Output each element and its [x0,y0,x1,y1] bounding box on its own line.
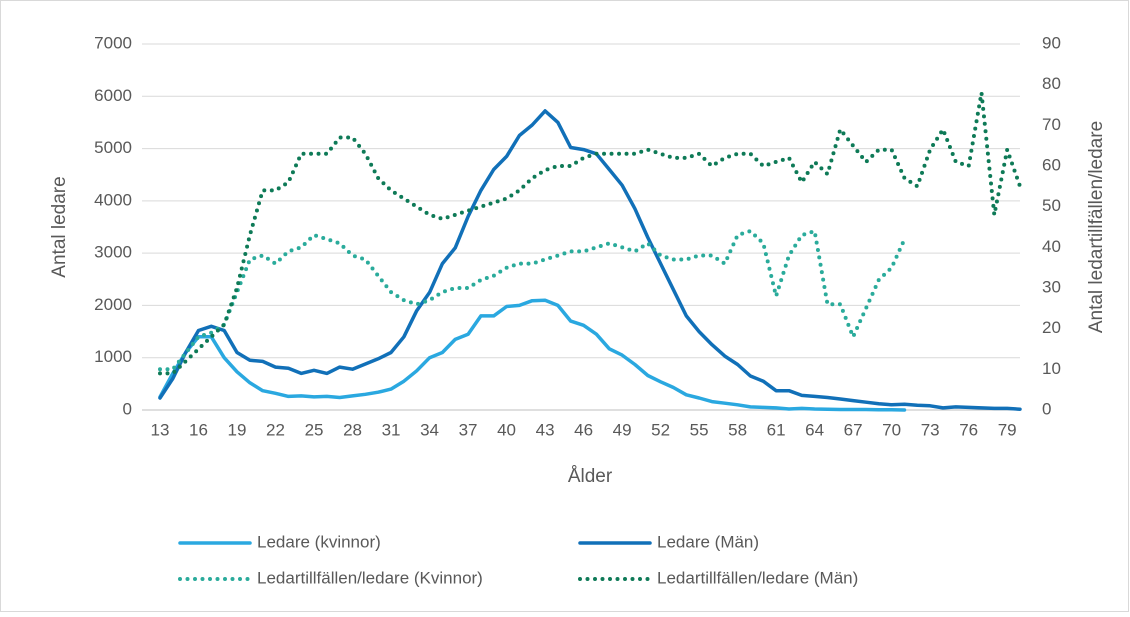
x-tick-label: 25 [305,420,324,439]
x-tick-label: 37 [459,420,478,439]
x-tick-label: 31 [382,420,401,439]
x-tick-label: 58 [728,420,747,439]
x-tick-label: 49 [613,420,632,439]
x-tick-label: 28 [343,420,362,439]
y2-tick-label: 60 [1042,155,1061,174]
x-tick-label: 67 [844,420,863,439]
legend-label: Ledartillfällen/ledare (Män) [657,568,858,587]
x-tick-label: 76 [959,420,978,439]
y-tick-label: 4000 [94,190,132,209]
x-tick-label: 64 [805,420,824,439]
legend-label: Ledartillfällen/ledare (Kvinnor) [257,568,483,587]
legend-label: Ledare (kvinnor) [257,532,381,551]
series-line [158,298,907,412]
x-tick-label: 52 [651,420,670,439]
y2-tick-label: 70 [1042,115,1061,134]
x-axis-title: Ålder [568,466,613,487]
series-line [158,90,1022,376]
x-tick-label: 43 [536,420,555,439]
y-tick-label: 0 [123,399,132,418]
y2-tick-label: 30 [1042,277,1061,296]
x-tick-label: 61 [767,420,786,439]
y2-tick-label: 90 [1042,33,1061,52]
y-tick-label: 3000 [94,243,132,262]
y2-tick-label: 50 [1042,196,1061,215]
x-tick-label: 46 [574,420,593,439]
y-tick-label: 1000 [94,347,132,366]
x-tick-label: 73 [921,420,940,439]
y-tick-label: 7000 [94,33,132,52]
y2-tick-label: 80 [1042,74,1061,93]
x-tick-label: 34 [420,420,439,439]
y2-axis-title: Antal ledartillfällen/ledare [1086,121,1107,333]
y2-tick-label: 40 [1042,237,1061,256]
x-tick-label: 16 [189,420,208,439]
x-tick-label: 40 [497,420,516,439]
y-tick-label: 5000 [94,138,132,157]
series-line [158,109,1022,411]
x-tick-label: 79 [998,420,1017,439]
series-line [158,229,907,372]
x-tick-label: 19 [228,420,247,439]
x-tick-label: 70 [882,420,901,439]
x-tick-label: 55 [690,420,709,439]
y-axis-title: Antal ledare [49,176,70,277]
x-tick-label: 22 [266,420,285,439]
y-tick-label: 6000 [94,86,132,105]
y2-tick-label: 10 [1042,359,1061,378]
y2-tick-label: 20 [1042,318,1061,337]
y-tick-label: 2000 [94,295,132,314]
legend-label: Ledare (Män) [657,532,759,551]
y2-tick-label: 0 [1042,399,1051,418]
x-tick-label: 13 [151,420,170,439]
